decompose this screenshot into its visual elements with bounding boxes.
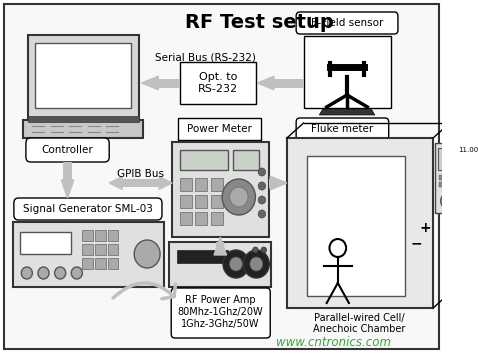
Circle shape (253, 247, 258, 253)
FancyBboxPatch shape (14, 198, 162, 220)
Polygon shape (270, 176, 287, 190)
Circle shape (258, 168, 266, 176)
Circle shape (229, 187, 248, 207)
FancyBboxPatch shape (296, 118, 389, 140)
Circle shape (71, 267, 82, 279)
Circle shape (261, 247, 267, 253)
Circle shape (222, 179, 255, 215)
Bar (269, 179, 270, 187)
Circle shape (258, 196, 266, 204)
Circle shape (243, 250, 269, 278)
Bar (216, 242, 225, 255)
Bar (444, 175, 449, 180)
Text: Controller: Controller (42, 145, 93, 155)
Polygon shape (159, 176, 172, 190)
Bar (274, 78, 304, 88)
Bar (178, 118, 261, 140)
FancyBboxPatch shape (296, 12, 398, 34)
Bar (95, 258, 106, 269)
Bar (450, 175, 455, 180)
Bar (196, 195, 207, 208)
Circle shape (223, 250, 249, 278)
Circle shape (250, 257, 263, 271)
Polygon shape (333, 67, 361, 77)
Polygon shape (214, 237, 227, 255)
Bar (23, 120, 143, 138)
Bar (287, 138, 433, 308)
Text: RF Power Amp: RF Power Amp (185, 295, 256, 305)
Text: 11.000: 11.000 (458, 147, 478, 153)
Text: Parallel-wired Cell/: Parallel-wired Cell/ (314, 313, 404, 323)
Text: GPIB Bus: GPIB Bus (117, 169, 164, 179)
Text: www.cntronics.com: www.cntronics.com (276, 335, 391, 348)
Bar (21, 232, 71, 254)
Text: Opt. to
RS-232: Opt. to RS-232 (198, 72, 239, 94)
Bar (304, 36, 391, 108)
Text: Fluke meter: Fluke meter (311, 124, 373, 134)
Bar (13, 222, 164, 287)
Bar (450, 182, 455, 187)
Bar (82, 258, 93, 269)
Bar (233, 150, 259, 170)
Bar (28, 35, 139, 120)
Bar (435, 143, 461, 213)
Bar (307, 156, 405, 296)
Text: 1Ghz-3Ghz/50W: 1Ghz-3Ghz/50W (181, 319, 260, 329)
Bar (211, 178, 223, 191)
Bar (180, 212, 192, 225)
Bar (109, 258, 119, 269)
Circle shape (258, 210, 266, 218)
Bar (177, 250, 228, 263)
Polygon shape (109, 176, 122, 190)
Bar (439, 182, 443, 187)
Polygon shape (141, 76, 158, 90)
Text: Serial Bus (RS-232): Serial Bus (RS-232) (155, 53, 256, 63)
Polygon shape (61, 180, 74, 198)
Text: Signal Generator SML-03: Signal Generator SML-03 (23, 204, 153, 214)
Circle shape (258, 182, 266, 190)
Bar (95, 244, 106, 255)
Circle shape (229, 257, 242, 271)
Bar (109, 244, 119, 255)
Bar (196, 178, 207, 191)
Circle shape (441, 193, 456, 209)
Text: Anechoic Chamber: Anechoic Chamber (313, 324, 405, 334)
Circle shape (22, 267, 33, 279)
Bar (438, 148, 457, 170)
Bar (444, 182, 449, 187)
Text: −: − (411, 236, 422, 250)
Text: Power Meter: Power Meter (187, 124, 252, 134)
Bar (109, 230, 119, 241)
Circle shape (134, 240, 160, 268)
FancyBboxPatch shape (171, 288, 270, 338)
Bar (82, 230, 93, 241)
Text: E-Field sensor: E-Field sensor (311, 18, 383, 28)
FancyBboxPatch shape (26, 138, 109, 162)
Text: RF Test setup: RF Test setup (185, 12, 334, 31)
Text: +: + (420, 221, 432, 235)
Bar (82, 244, 93, 255)
Bar (35, 43, 131, 108)
Bar (28, 116, 139, 122)
Bar (122, 179, 159, 187)
Bar (95, 230, 106, 241)
Circle shape (38, 267, 49, 279)
Polygon shape (319, 107, 375, 115)
Bar (64, 162, 72, 180)
Bar (180, 195, 192, 208)
Polygon shape (257, 76, 274, 90)
Bar (181, 62, 256, 104)
Circle shape (54, 267, 65, 279)
Bar (172, 142, 269, 237)
Bar (439, 175, 443, 180)
Text: 80Mhz-1Ghz/20W: 80Mhz-1Ghz/20W (177, 307, 263, 317)
Bar (158, 78, 181, 88)
Bar (211, 212, 223, 225)
Bar (169, 242, 271, 287)
Bar (180, 150, 228, 170)
Bar (196, 212, 207, 225)
Bar (211, 195, 223, 208)
Bar (180, 178, 192, 191)
